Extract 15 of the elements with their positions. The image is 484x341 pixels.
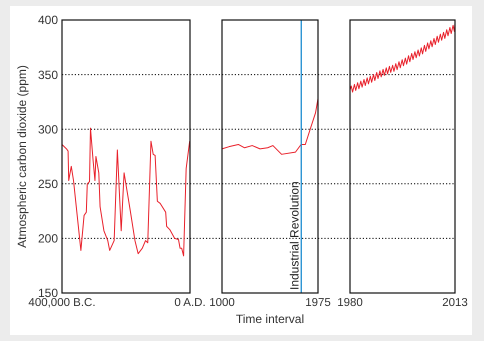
x-axis-title: Time interval (236, 312, 304, 326)
x-tick-label: 1000 (209, 297, 235, 309)
x-tick-label: 400,000 B.C. (28, 297, 96, 309)
x-tick-label: 1975 (305, 297, 331, 309)
x-tick-label: 0 A.D. (174, 297, 206, 309)
y-tick-label: 350 (38, 68, 58, 82)
y-axis-title: Atmospheric carbon dioxide (ppm) (15, 65, 29, 248)
ref-line-label: Industrial Revolution (287, 181, 302, 290)
line-series (62, 128, 190, 256)
y-tick-label: 200 (38, 232, 58, 246)
y-tick-label: 300 (38, 122, 58, 136)
y-tick-label: 250 (38, 177, 58, 191)
x-tick-label: 2013 (442, 297, 468, 309)
y-tick-label: 400 (38, 13, 58, 28)
x-tick-label: 1980 (337, 297, 363, 309)
